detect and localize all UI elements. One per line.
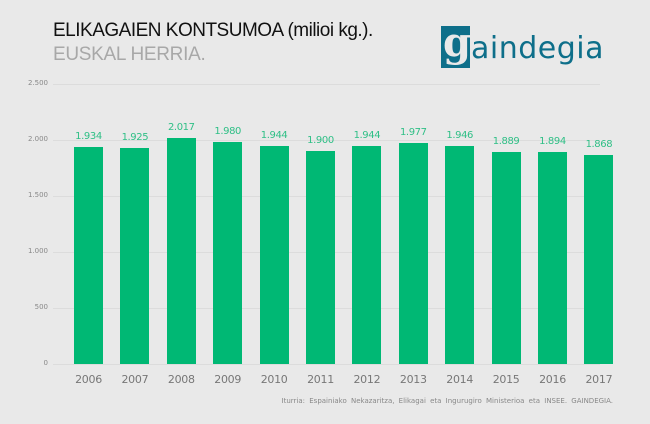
value-label: 1.868: [585, 138, 613, 150]
y-tick-label: 1.000: [27, 247, 48, 255]
x-tick-label: 2007: [121, 373, 149, 386]
bar-2008: [166, 138, 196, 364]
y-tick-label: 500: [34, 303, 48, 311]
bar-2010: [259, 146, 289, 364]
gridline: [53, 84, 600, 85]
value-label: 1.925: [121, 132, 149, 144]
chart-subtitle: EUSKAL HERRIA.: [53, 44, 206, 65]
value-label: 1.889: [492, 136, 520, 148]
bar-2009: [213, 142, 243, 364]
bar-2006: [74, 147, 103, 364]
source-note: Iturria: Espainiako Nekazaritza, Elikaga…: [281, 397, 613, 405]
x-tick-label: 2011: [307, 373, 334, 386]
x-tick-label: 2017: [585, 373, 613, 386]
x-tick-label: 2008: [167, 373, 195, 386]
x-tick-label: 2006: [75, 373, 102, 386]
bar-2011: [306, 151, 335, 364]
value-label: 1.900: [307, 135, 334, 147]
y-tick-label: 0: [43, 359, 48, 367]
bar-2015: [491, 152, 521, 364]
bar-2016: [538, 151, 567, 364]
y-tick-label: 2.000: [27, 135, 48, 143]
logo-mark: g: [441, 19, 471, 68]
bar-2012: [352, 146, 382, 364]
value-label: 2.017: [167, 122, 195, 134]
value-label: 1.944: [353, 130, 381, 142]
x-tick-label: 2012: [353, 373, 381, 386]
gridline: [53, 364, 600, 365]
value-label: 1.944: [260, 130, 288, 142]
bar-2014: [445, 146, 475, 364]
value-label: 1.946: [446, 130, 473, 142]
bar-2007: [120, 148, 150, 364]
value-label: 1.934: [75, 131, 102, 143]
logo-text: aindegia: [471, 31, 604, 66]
bar-2017: [584, 154, 614, 364]
x-tick-label: 2016: [539, 373, 566, 386]
y-tick-label: 1.500: [27, 191, 48, 199]
x-tick-label: 2013: [399, 373, 427, 386]
value-label: 1.977: [399, 126, 427, 138]
value-label: 1.894: [539, 135, 566, 147]
y-tick-label: 2.500: [27, 79, 48, 87]
gridline: [53, 140, 600, 141]
gaindegia-logo: g aindegia: [441, 22, 604, 68]
x-tick-label: 2010: [260, 373, 288, 386]
x-tick-label: 2014: [446, 373, 474, 386]
bar-2013: [398, 142, 428, 364]
x-tick-label: 2009: [214, 373, 242, 386]
chart-title: ELIKAGAIEN KONTSUMOA (milioi kg.).: [53, 20, 373, 41]
value-label: 1.980: [214, 126, 241, 138]
x-tick-label: 2015: [492, 373, 520, 386]
